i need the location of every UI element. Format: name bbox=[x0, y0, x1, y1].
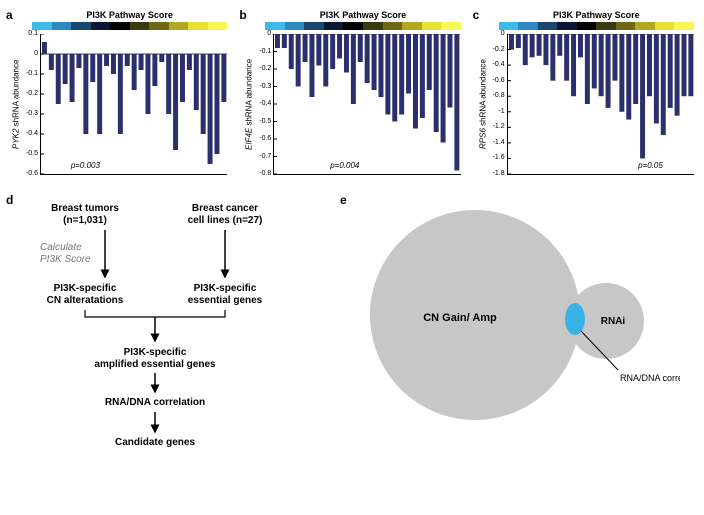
venn-big-label: CN Gain/ Amp bbox=[423, 312, 497, 324]
flow-top-left-l1: Breast tumors bbox=[51, 203, 119, 214]
panel-letter-d: d bbox=[6, 193, 13, 207]
chart-a: PYK2 shRNA abundance 0.10-0.1-0.2-0.3-0.… bbox=[10, 34, 227, 175]
flow-calc-l2: PI3K Score bbox=[40, 254, 91, 265]
panel-title-b: PI3K Pathway Score bbox=[265, 10, 460, 20]
flow-top-left-l2: (n=1,031) bbox=[63, 215, 107, 226]
flow-rnadna: RNA/DNA correlation bbox=[105, 397, 205, 408]
pval-b: p=0.004 bbox=[330, 161, 359, 170]
panel-a: a PI3K Pathway Score PYK2 shRNA abundanc… bbox=[10, 10, 227, 175]
venn-overlap-label: RNA/DNA correlation bbox=[620, 373, 680, 383]
flow-candidates: Candidate genes bbox=[115, 437, 195, 448]
colorbar-a bbox=[32, 22, 227, 30]
flow-mid-right-l2: essential genes bbox=[188, 295, 263, 306]
yaxis-a: 0.10-0.1-0.2-0.3-0.4-0.5-0.6 bbox=[22, 34, 40, 175]
flow-mid-left-l2: CN alteratations bbox=[47, 295, 124, 306]
panel-letter-b: b bbox=[239, 8, 246, 22]
top-charts-row: a PI3K Pathway Score PYK2 shRNA abundanc… bbox=[10, 10, 694, 175]
panel-letter-a: a bbox=[6, 8, 13, 22]
panel-title-c: PI3K Pathway Score bbox=[499, 10, 694, 20]
panel-letter-c: c bbox=[473, 8, 480, 22]
ylabel-b: EIF4E shRNA abundance bbox=[243, 34, 255, 175]
flowchart-svg: Breast tumors (n=1,031) Breast cancer ce… bbox=[10, 195, 310, 455]
bars-c: p=0.05 bbox=[507, 34, 694, 175]
pval-c: p=0.05 bbox=[638, 161, 663, 170]
flow-top-right-l2: cell lines (n=27) bbox=[188, 215, 263, 226]
panel-b: b PI3K Pathway Score EIF4E shRNA abundan… bbox=[243, 10, 460, 175]
venn-small-label: RNAi bbox=[601, 316, 626, 327]
ylabel-c: RPS6 shRNA abundance bbox=[477, 34, 489, 175]
flow-calc-l1: Calculate bbox=[40, 242, 82, 253]
flow-merge-l2: amplified essential genes bbox=[94, 359, 216, 370]
panel-letter-e: e bbox=[340, 193, 347, 207]
yaxis-b: 0-0.1-0.2-0.3-0.4-0.5-0.6-0.7-0.8 bbox=[255, 34, 273, 175]
venn-svg: CN Gain/ Amp RNAi RNA/DNA correlation bbox=[340, 195, 680, 435]
venn-overlap bbox=[565, 303, 585, 335]
chart-c: RPS6 shRNA abundance 0-0.2-0.4-0.6-0.8-1… bbox=[477, 34, 694, 175]
colorbar-c bbox=[499, 22, 694, 30]
ylabel-a: PYK2 shRNA abundance bbox=[10, 34, 22, 175]
chart-b: EIF4E shRNA abundance 0-0.1-0.2-0.3-0.4-… bbox=[243, 34, 460, 175]
flow-mid-left-l1: PI3K-specific bbox=[54, 283, 117, 294]
flow-mid-right-l1: PI3K-specific bbox=[194, 283, 257, 294]
panel-title-a: PI3K Pathway Score bbox=[32, 10, 227, 20]
flow-merge-l1: PI3K-specific bbox=[124, 347, 187, 358]
bars-a: p=0.003 bbox=[40, 34, 227, 175]
pval-a: p=0.003 bbox=[71, 161, 100, 170]
colorbar-b bbox=[265, 22, 460, 30]
yaxis-c: 0-0.2-0.4-0.6-0.8-1-1.2-1.4-1.6-1.8 bbox=[489, 34, 507, 175]
bottom-row: d Breast tumors (n=1,031) Breast cancer … bbox=[10, 195, 694, 458]
flow-top-right-l1: Breast cancer bbox=[192, 203, 258, 214]
bars-b: p=0.004 bbox=[273, 34, 460, 175]
panel-d: d Breast tumors (n=1,031) Breast cancer … bbox=[10, 195, 310, 458]
panel-e: e CN Gain/ Amp RNAi RNA/DNA correlation bbox=[340, 195, 694, 458]
panel-c: c PI3K Pathway Score RPS6 shRNA abundanc… bbox=[477, 10, 694, 175]
